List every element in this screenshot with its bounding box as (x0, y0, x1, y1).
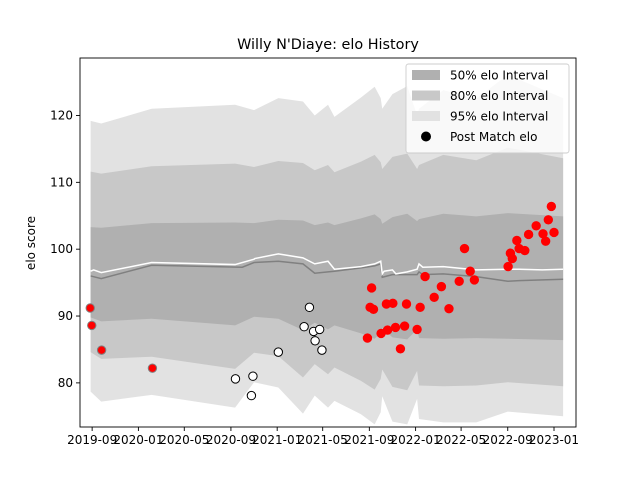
post-match-point (444, 303, 454, 314)
mean-elo-line (90, 253, 564, 276)
post-match-point (459, 243, 470, 254)
post-match-point (85, 303, 95, 313)
post-match-point (395, 344, 406, 354)
post-match-point (549, 227, 559, 238)
legend-label: 50% elo Interval (450, 69, 548, 83)
legend-swatch (412, 111, 440, 121)
y-tick-label: 100 (50, 242, 73, 256)
post-match-point (401, 299, 412, 309)
post-match-point (304, 302, 315, 313)
post-match-point (415, 302, 425, 313)
post-match-point (230, 374, 241, 384)
legend-label: 80% elo Interval (450, 89, 548, 103)
axes: 80 90 100 110 120 2019-092020-012020-052020-0… (50, 57, 579, 447)
post-match-point (546, 201, 557, 212)
post-match-point (436, 281, 447, 292)
post-match-point (454, 276, 464, 286)
median-elo-line (90, 260, 564, 283)
x-tick-label: 2023-01 (529, 433, 579, 447)
post-match-point (520, 245, 530, 256)
post-match-point (147, 363, 158, 373)
post-match-point (540, 236, 551, 246)
post-match-point (87, 320, 97, 331)
x-tick-label: 2021-05 (298, 433, 348, 447)
post-match-point (273, 347, 284, 357)
x-tick-label: 2021-01 (252, 433, 302, 447)
y-tick-label: 80 (58, 376, 73, 390)
post-match-point (429, 292, 439, 303)
legend-swatch (412, 90, 440, 101)
post-match-point (362, 333, 373, 343)
x-tick-label: 2022-05 (436, 433, 486, 447)
post-match-point (382, 325, 393, 335)
post-match-point (310, 336, 320, 346)
post-match-point (96, 345, 107, 355)
axes-frame (79, 57, 577, 428)
x-tick-label: 2020-01 (113, 433, 163, 447)
x-tick-label: 2020-09 (206, 433, 256, 447)
post-match-point (531, 221, 541, 231)
legend-box (405, 63, 570, 154)
post-match-point (543, 215, 554, 225)
post-match-point (299, 322, 309, 332)
post-match-point (248, 371, 258, 381)
post-match-point (503, 261, 513, 272)
legend-swatch (412, 70, 440, 80)
x-tick-label: 2019-09 (67, 433, 117, 447)
post-match-point (317, 345, 327, 355)
x-tick-label: 2021-09 (344, 433, 394, 447)
post-match-point (412, 324, 422, 335)
x-tick-label: 2022-09 (483, 433, 533, 447)
plot-area (85, 74, 564, 425)
post-match-point (512, 235, 522, 246)
post-match-point (523, 229, 534, 240)
plot-content (85, 74, 564, 425)
y-tick-label: 120 (50, 108, 73, 122)
x-tick-label: 2022-01 (391, 433, 441, 447)
post-match-point (314, 324, 325, 335)
post-match-point (366, 283, 377, 293)
legend: 50% elo Interval 80% elo Interval 95% elo … (405, 63, 570, 154)
post-match-point (399, 321, 410, 331)
y-tick-label: 110 (50, 175, 73, 189)
x-tick-label: 2020-05 (159, 433, 209, 447)
post-match-point (368, 304, 379, 315)
post-match-point (465, 266, 475, 276)
chart-title: Willy N'Diaye: elo History (237, 37, 419, 53)
post-match-point (507, 253, 517, 264)
post-match-point (246, 390, 257, 401)
y-axis-label: elo score (24, 216, 38, 270)
post-match-point (390, 322, 401, 333)
post-match-point (388, 298, 398, 309)
legend-label: 95% elo Interval (450, 110, 548, 124)
legend-marker (421, 131, 431, 142)
legend-label: Post Match elo (450, 130, 537, 144)
post-match-point (420, 271, 430, 282)
y-tick-label: 90 (58, 309, 73, 323)
post-match-point (469, 275, 480, 285)
